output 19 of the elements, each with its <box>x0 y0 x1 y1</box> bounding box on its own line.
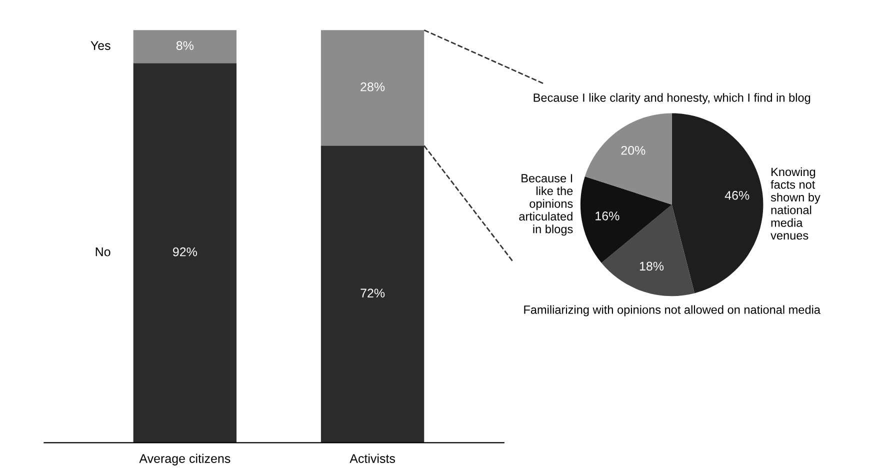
data-label: 72% <box>360 288 385 298</box>
pie-slice <box>672 113 764 294</box>
data-label: 46% <box>724 190 750 200</box>
series-label: Yes <box>90 41 110 50</box>
slice-label: Because I like clarity and honesty, which I find in blog <box>534 93 810 104</box>
data-label: 8% <box>176 41 194 50</box>
slice-label: Familiarizing with opinions not allowed on national media <box>524 305 820 316</box>
slice-label: Because I like the opinions articulated in blogs <box>519 174 573 236</box>
pie-slice <box>584 113 672 205</box>
x-tick-label: Activists <box>350 454 396 463</box>
data-label: 28% <box>360 82 385 92</box>
data-label: 16% <box>596 212 620 220</box>
x-tick-label: Average citizens <box>139 454 230 466</box>
series-label: No <box>96 248 110 256</box>
data-label: 20% <box>621 146 646 155</box>
slice-label: Knowing facts not shown by national media venues <box>770 167 820 240</box>
data-label: 92% <box>172 247 197 256</box>
data-label: 18% <box>640 262 664 271</box>
pie-slice <box>580 176 672 263</box>
